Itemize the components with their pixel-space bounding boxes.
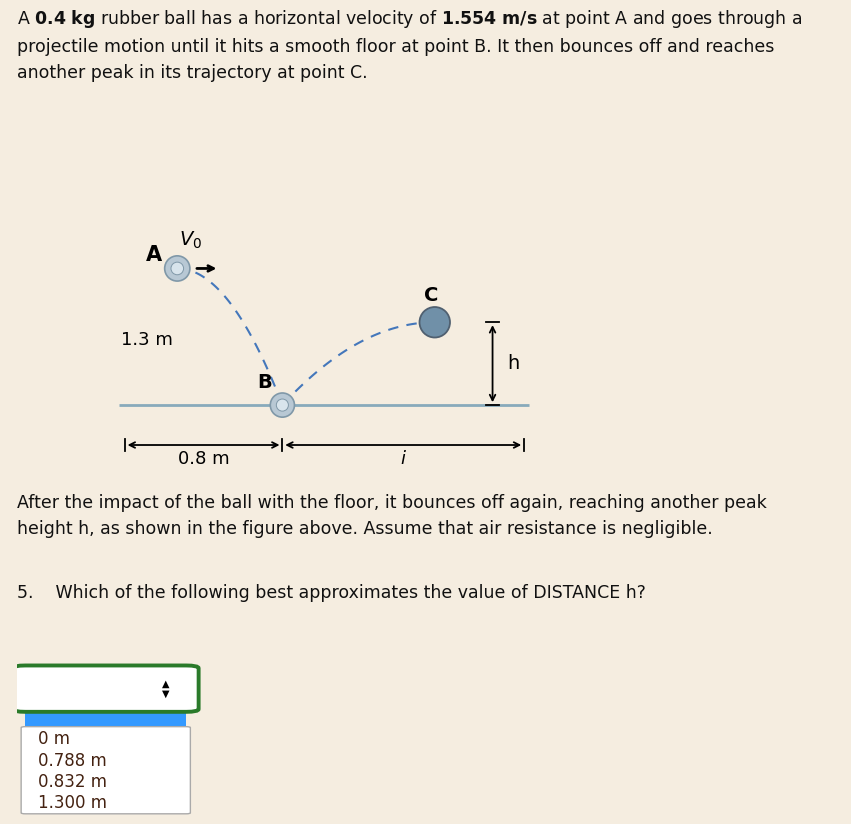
Circle shape xyxy=(277,399,288,411)
Text: After the impact of the ball with the floor, it bounces off again, reaching anot: After the impact of the ball with the fl… xyxy=(17,494,767,538)
FancyBboxPatch shape xyxy=(21,727,191,814)
Text: ▲: ▲ xyxy=(162,679,169,689)
Text: 0 m: 0 m xyxy=(37,730,70,748)
Text: B: B xyxy=(257,373,272,392)
Text: 0.8 m: 0.8 m xyxy=(178,450,230,468)
Text: A $\mathbf{0.4\ kg}$ rubber ball has a horizontal velocity of $\mathbf{1.554\ m/: A $\mathbf{0.4\ kg}$ rubber ball has a h… xyxy=(17,8,802,82)
Circle shape xyxy=(271,393,294,417)
Text: i: i xyxy=(401,450,406,468)
Circle shape xyxy=(171,262,184,274)
Text: 1.3 m: 1.3 m xyxy=(121,331,173,349)
Text: C: C xyxy=(425,286,438,305)
Text: $V_0$: $V_0$ xyxy=(180,229,203,250)
Text: 0.788 m: 0.788 m xyxy=(37,751,106,770)
Text: h: h xyxy=(507,354,519,373)
Bar xyxy=(26,709,186,728)
FancyBboxPatch shape xyxy=(13,666,198,712)
Text: ▼: ▼ xyxy=(162,688,169,698)
Text: A: A xyxy=(146,245,162,265)
Text: 1.300 m: 1.300 m xyxy=(37,794,106,812)
Text: 5.    Which of the following best approximates the value of DISTANCE h?: 5. Which of the following best approxima… xyxy=(17,583,646,602)
Text: 0.832 m: 0.832 m xyxy=(37,773,106,791)
Circle shape xyxy=(165,255,190,281)
Circle shape xyxy=(420,307,450,338)
